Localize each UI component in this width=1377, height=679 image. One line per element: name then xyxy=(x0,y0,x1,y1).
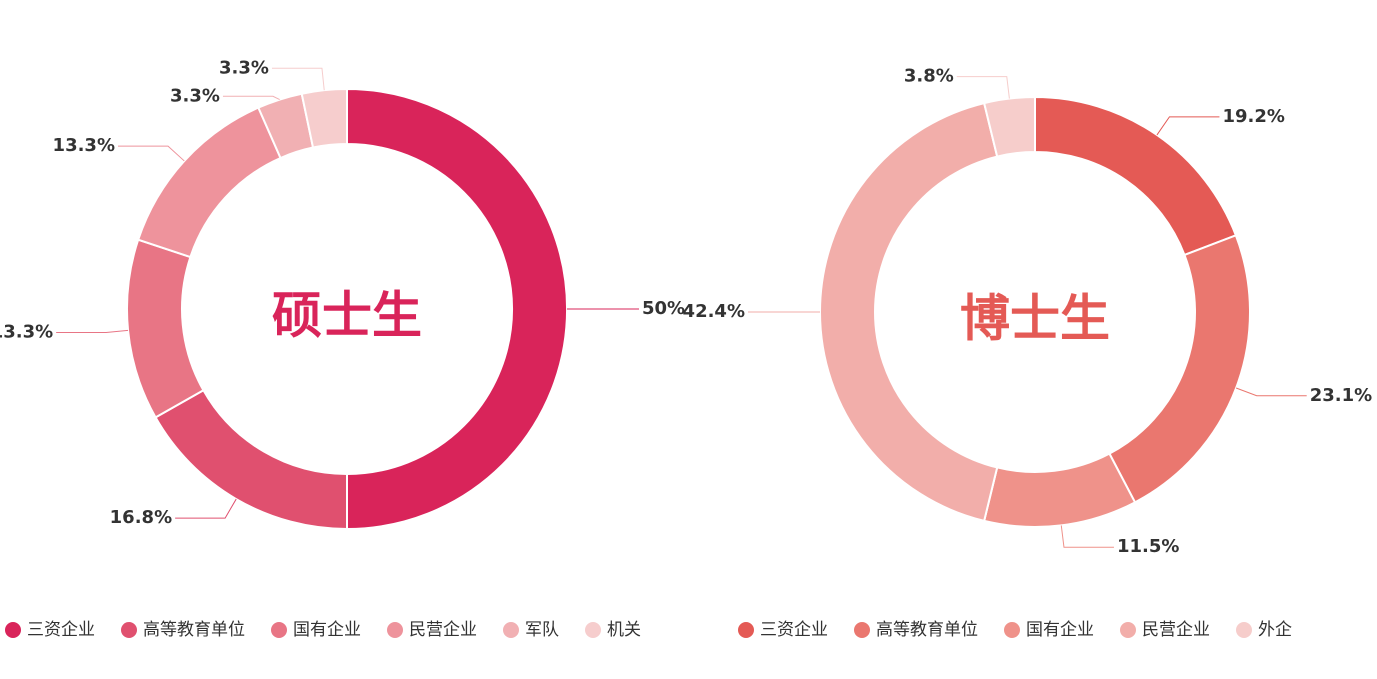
legend-label: 军队 xyxy=(525,620,559,640)
legend-marker xyxy=(1236,622,1252,638)
donut-slice xyxy=(982,452,1137,528)
value-label: 50% xyxy=(642,298,685,319)
value-label: 42.4% xyxy=(683,301,745,322)
legend-label: 民营企业 xyxy=(1142,620,1210,640)
chart-title: 博士生 xyxy=(960,290,1110,348)
legend-marker xyxy=(271,622,287,638)
value-label: 13.3% xyxy=(0,322,53,343)
value-label: 3.3% xyxy=(170,85,220,106)
legend-marker xyxy=(585,622,601,638)
donut-slice xyxy=(126,238,205,419)
value-label: 11.5% xyxy=(1117,536,1179,557)
legend-marker xyxy=(5,622,21,638)
legend-marker xyxy=(854,622,870,638)
legend-label: 三资企业 xyxy=(760,620,828,640)
donut-slice xyxy=(1034,95,1238,257)
leader-line xyxy=(271,67,325,91)
legend-label: 国有企业 xyxy=(1026,620,1094,640)
legend-marker xyxy=(387,622,403,638)
legend-marker xyxy=(1120,622,1136,638)
leader-line xyxy=(1235,387,1307,397)
value-label: 16.8% xyxy=(110,507,172,528)
legend-label: 高等教育单位 xyxy=(143,620,245,640)
legend-marker xyxy=(503,622,519,638)
donut-slice xyxy=(982,95,1036,158)
donut-slice xyxy=(154,388,348,531)
value-label: 23.1% xyxy=(1310,385,1372,406)
chart-title: 硕士生 xyxy=(272,287,422,345)
donut-slice xyxy=(300,87,348,149)
legend-label: 高等教育单位 xyxy=(876,620,978,640)
legend-marker xyxy=(121,622,137,638)
legend-label: 三资企业 xyxy=(27,620,95,640)
donut-slice xyxy=(346,87,568,531)
leader-line xyxy=(118,145,185,162)
value-label: 3.3% xyxy=(219,57,269,78)
donut-slice xyxy=(819,101,999,523)
leader-line xyxy=(175,498,237,519)
value-label: 3.8% xyxy=(904,66,954,87)
legend-label: 机关 xyxy=(607,620,641,640)
leader-line xyxy=(1060,525,1114,548)
leader-line xyxy=(222,95,280,101)
legend-label: 民营企业 xyxy=(409,620,477,640)
legend-label: 外企 xyxy=(1258,620,1292,640)
donut-slice xyxy=(1108,234,1251,504)
leader-line xyxy=(56,329,129,334)
legend-label: 国有企业 xyxy=(293,620,361,640)
leader-line xyxy=(1156,116,1220,136)
donut-slice xyxy=(136,106,282,259)
value-label: 13.3% xyxy=(53,135,115,156)
legend-marker xyxy=(1004,622,1020,638)
value-label: 19.2% xyxy=(1222,106,1284,127)
leader-line xyxy=(956,76,1010,99)
legend-marker xyxy=(738,622,754,638)
